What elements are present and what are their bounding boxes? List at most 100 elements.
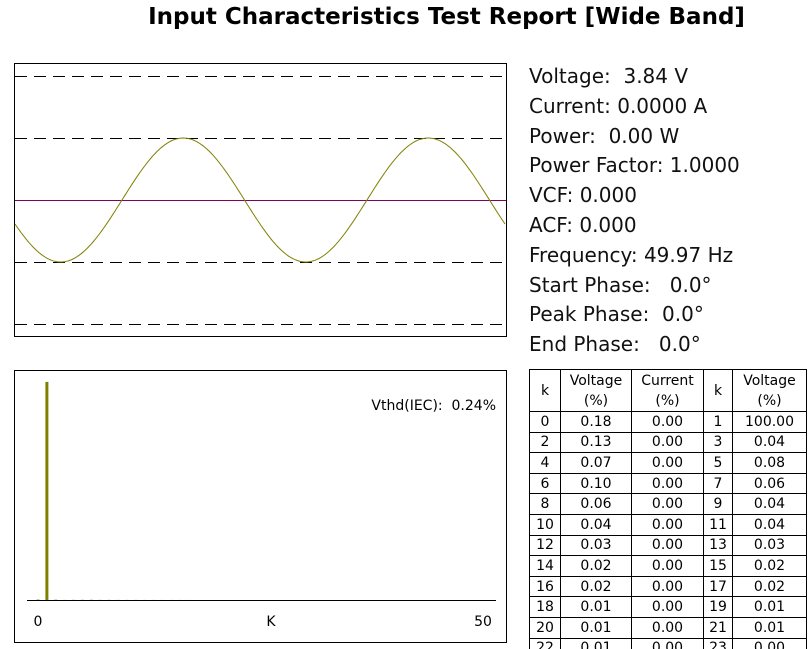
table-cell: 0.00 [631,596,704,618]
table-cell: 23 [703,637,733,649]
column-header: Current (%) [631,369,704,412]
table-row: 14 0.02 0.00 15 0.02 [529,555,807,577]
table-cell: 8 [529,493,561,515]
table-cell: 0.10 [560,472,632,495]
voltage-trace [14,137,506,263]
spectrum-frame [14,370,507,643]
table-cell: 0.00 [631,555,704,577]
measurement: Current: 0.0000 A [529,93,708,118]
waveform-frame [14,63,507,337]
table-cell: 0.01 [732,616,807,639]
table-cell: 0.00 [631,637,704,649]
table-cell: 0.00 [631,493,704,515]
table-cell: 21 [703,616,733,639]
table-cell: 0.01 [560,637,632,649]
table-row: 6 0.10 0.00 7 0.06 [529,472,807,495]
table-row: 0 0.18 0.00 1 100.00 [529,411,807,433]
table-cell: 17 [703,575,733,598]
table-cell: 0.02 [560,575,632,598]
table-row: 12 0.03 0.00 13 0.03 [529,534,807,557]
table-cell: 0.00 [631,534,704,557]
table-cell: 0.04 [560,513,632,536]
column-header: k [703,369,733,412]
table-cell: 0.00 [631,616,704,639]
table-row: 18 0.01 0.00 19 0.01 [529,596,807,618]
table-row: 16 0.02 0.00 17 0.02 [529,575,807,598]
table-cell: 0.00 [631,472,704,495]
table-cell: 0 [529,411,561,433]
table-row: 8 0.06 0.00 9 0.04 [529,493,807,515]
table-cell: 11 [703,513,733,536]
measurement: Power: 0.00 W [529,123,680,148]
table-cell: 0.03 [732,534,807,557]
table-cell: 0.01 [560,616,632,639]
table-cell: 18 [529,596,561,618]
table-cell: 0.06 [560,493,632,515]
table-row: 10 0.04 0.00 11 0.04 [529,513,807,536]
measurement: Power Factor: 1.0000 [529,153,740,178]
table-row: 2 0.13 0.00 3 0.04 [529,431,807,454]
spectrum [36,381,236,600]
measurement: Peak Phase: 0.0° [529,302,704,327]
table-cell: 0.00 [631,411,704,433]
x-axis-label: K [266,614,276,630]
column-header: Voltage (%) [560,369,632,412]
table-cell: 5 [703,452,733,474]
table-cell: 0.01 [560,596,632,618]
table-cell: 0.06 [732,472,807,495]
table-cell: 0.04 [732,513,807,536]
table-cell: 6 [529,472,561,495]
table-cell: 0.02 [560,555,632,577]
table-cell: 0.04 [732,431,807,454]
thd-annotation: Vthd(IEC): 0.24% [371,398,496,414]
table-cell: 0.00 [732,637,807,649]
table-cell: 10 [529,513,561,536]
table-cell: 0.08 [732,452,807,474]
table-cell: 0.02 [732,575,807,598]
table-cell: 13 [703,534,733,557]
table-cell: 22 [529,637,561,649]
harmonics-table-wrap: k Voltage (%) Current (%) k Voltage (%) 0 0.18… [529,369,809,649]
measurement: ACF: 0.000 [529,212,637,237]
table-cell: 0.00 [631,513,704,536]
table-cell: 12 [529,534,561,557]
table-cell: 0.00 [631,431,704,454]
table-cell: 0.03 [560,534,632,557]
measurement: End Phase: 0.0° [529,332,701,357]
table-row: 4 0.07 0.00 5 0.08 [529,452,807,474]
table-cell: 0.18 [560,411,632,433]
harmonics-table: k Voltage (%) Current (%) k Voltage (%) 0 0.18… [529,369,807,649]
measurement: Frequency: 49.97 Hz [529,242,734,267]
table-cell: 2 [529,431,561,454]
report-title: Input Characteristics Test Report [Wide … [148,4,745,30]
table-cell: 100.00 [732,411,807,433]
table-cell: 3 [703,431,733,454]
measurement: Start Phase: 0.0° [529,272,712,297]
table-cell: 15 [703,555,733,577]
table-cell: 0.00 [631,575,704,598]
x-tick-label: 0 [34,614,43,630]
table-cell: 0.13 [560,431,632,454]
table-cell: 0.04 [732,493,807,515]
table-row: 22 0.01 0.00 23 0.00 [529,637,807,649]
table-cell: 0.02 [732,555,807,577]
table-cell: 1 [703,411,733,433]
table-cell: 20 [529,616,561,639]
table-cell: 16 [529,575,561,598]
table-cell: 0.07 [560,452,632,474]
table-cell: 14 [529,555,561,577]
table-row: 20 0.01 0.00 21 0.01 [529,616,807,639]
harmonic-bar [45,381,49,600]
table-cell: 4 [529,452,561,474]
measurement: Voltage: 3.84 V [529,64,689,88]
table-cell: 9 [703,493,733,515]
table-cell: 0.01 [732,596,807,618]
measurement: VCF: 0.000 [529,183,637,208]
table-cell: 7 [703,472,733,495]
table-cell: 0.00 [631,452,704,474]
x-tick-label: 50 [474,614,492,630]
table-cell: 19 [703,596,733,618]
column-header: k [529,369,561,412]
